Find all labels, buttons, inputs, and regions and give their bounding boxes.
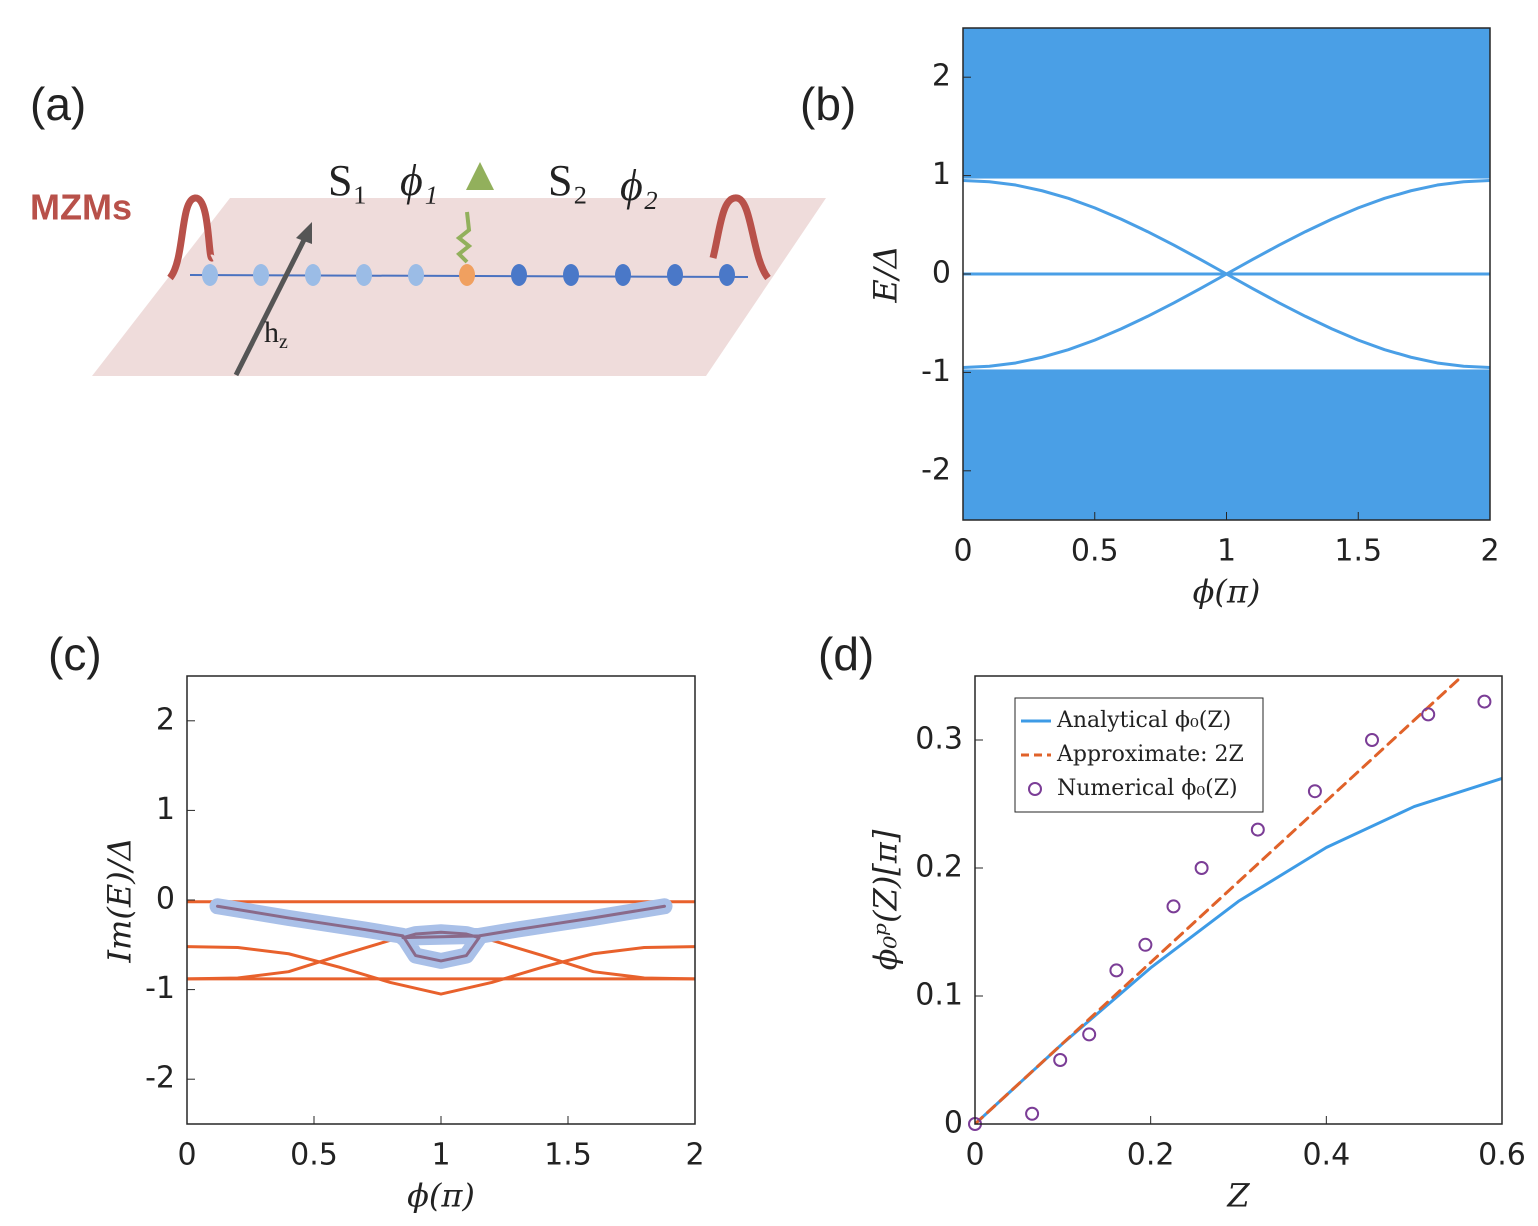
marker	[1250, 822, 1265, 837]
panel-label: (d)	[818, 628, 874, 680]
series-line	[215, 904, 667, 963]
marker	[1421, 707, 1436, 722]
chart: 0 0.5 1 1.5 2 -2 -1 0 1 2 ϕ(π) E/Δ (b)	[800, 27, 1500, 611]
series-line	[975, 776, 1502, 1124]
marker	[1477, 694, 1492, 709]
field-subscript: z	[279, 331, 288, 353]
y-axis-label: E/Δ	[867, 245, 905, 303]
marker	[1053, 1053, 1068, 1067]
y-tick-label: -1	[145, 971, 175, 1006]
legend-marker	[1028, 782, 1042, 796]
y-tick-label: 0.1	[915, 978, 963, 1013]
y-tick-label: -1	[921, 354, 951, 389]
phi1-label: ϕ₁	[400, 156, 438, 205]
x-tick-label: 1.5	[1334, 534, 1382, 569]
field-arrow	[233, 230, 311, 377]
field-label: hz	[264, 316, 288, 353]
field-arrow-head	[296, 222, 312, 244]
y-tick-label: 0	[932, 256, 951, 291]
axes-box	[186, 675, 696, 1125]
y-axis-label: Im(E)/Δ	[101, 837, 139, 963]
x-tick-label: 2	[1480, 534, 1499, 569]
marker	[1307, 784, 1322, 799]
phi2-label: ϕ₂	[620, 161, 658, 210]
sites	[202, 264, 735, 286]
panel-label: (b)	[800, 78, 856, 130]
series-line	[187, 945, 695, 996]
y-tick-label: 0.3	[915, 722, 963, 757]
y-tick-label: 2	[156, 702, 175, 737]
y-tick-label: 1	[932, 157, 951, 192]
y-axis-label: ϕ₀ᵖ(Z)[π]	[867, 829, 905, 970]
y-tick-label: 0	[156, 882, 175, 917]
x-tick-label: 0	[177, 1138, 196, 1173]
plot-area	[187, 898, 695, 996]
field-symbol: h	[264, 316, 279, 349]
marker	[1025, 1106, 1040, 1121]
marker	[1365, 733, 1380, 747]
y-tick-label: 1	[156, 792, 175, 827]
series-line	[975, 678, 1460, 1124]
y-tick-label: -2	[921, 452, 951, 487]
marker	[1109, 963, 1124, 978]
x-tick-label: 0.5	[1071, 534, 1119, 569]
y-tick-label: -2	[145, 1061, 175, 1096]
y-tick-label: 2	[932, 59, 951, 94]
chart: 0 0.5 1 1.5 2 -2 -1 0 1 2 ϕ(π) Im(E)/Δ (c)	[48, 628, 705, 1214]
s1-label: S₁	[328, 156, 368, 205]
x-axis-label: Z	[1226, 1177, 1250, 1215]
plot-area	[963, 28, 1490, 520]
axes-box	[974, 675, 1503, 1125]
x-tick-label: 0.4	[1302, 1138, 1350, 1173]
drive-arrow	[455, 211, 473, 264]
x-tick-label: 0	[953, 534, 972, 569]
y-tick-label: 0	[944, 1106, 963, 1141]
x-tick-label: 0	[965, 1138, 984, 1173]
x-axis-label: ϕ(π)	[407, 1177, 475, 1215]
x-tick-label: 0.2	[1127, 1138, 1175, 1173]
plane	[92, 198, 826, 376]
plot-area	[975, 678, 1502, 1124]
mzm-right	[709, 194, 771, 281]
marker	[1082, 1027, 1097, 1042]
drive-arrow-head	[466, 162, 494, 190]
x-tick-label: 1.5	[544, 1138, 592, 1173]
legend-box	[1014, 697, 1264, 813]
marker	[1138, 937, 1153, 952]
s2-label: S₂	[548, 156, 588, 205]
x-tick-label: 1	[431, 1138, 450, 1173]
band	[963, 28, 1490, 179]
x-tick-label: 0.6	[1478, 1138, 1526, 1173]
panel-a: (a) MZMs S₁ ϕ₁ S₂ ϕ₂ hz	[30, 78, 826, 377]
band	[963, 369, 1490, 520]
y-tick-label: 0.2	[915, 850, 963, 885]
x-axis-label: ϕ(π)	[1193, 573, 1261, 611]
x-tick-label: 1	[1217, 534, 1236, 569]
mzm-label: MZMs	[30, 187, 132, 228]
legend-label: Approximate: 2Z	[1056, 742, 1244, 767]
legend-label: Analytical ϕ₀(Z)	[1056, 708, 1231, 733]
marker	[1166, 899, 1181, 914]
panel-label: (a)	[30, 78, 86, 130]
x-tick-label: 0.5	[290, 1138, 338, 1173]
marker	[1194, 861, 1209, 875]
x-tick-label: 2	[685, 1138, 704, 1173]
mzm-left	[167, 194, 216, 281]
panel-label: (c)	[48, 628, 102, 680]
legend-label: Numerical ϕ₀(Z)	[1057, 776, 1238, 801]
